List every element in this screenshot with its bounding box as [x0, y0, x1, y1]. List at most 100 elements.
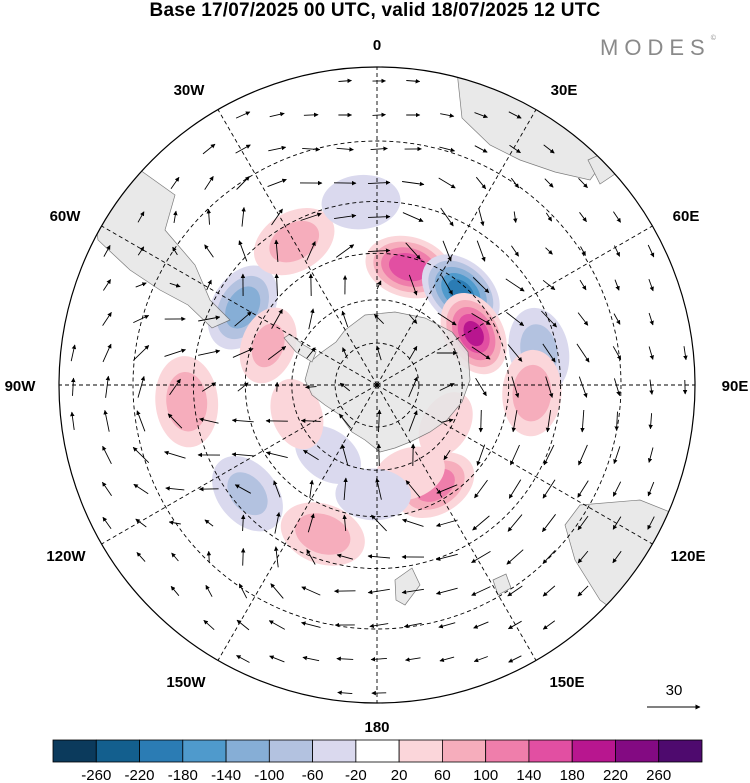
wind-arrow [612, 516, 622, 530]
wind-arrow [472, 515, 490, 531]
colorbar-swatch [528, 739, 573, 763]
wind-arrow [543, 444, 555, 466]
wind-arrow [105, 375, 111, 398]
wind-arrow [402, 212, 424, 222]
brand-logo: MODES© [600, 35, 716, 61]
wind-arrow [435, 553, 458, 561]
colorbar-swatch [571, 739, 616, 763]
wind-arrow [545, 410, 552, 433]
wind-arrow [648, 278, 654, 292]
wind-arrow [202, 143, 216, 155]
wind-arrow [234, 484, 252, 494]
map-border [58, 66, 696, 704]
wind-arrow [580, 409, 585, 433]
wind-arrow [508, 620, 522, 630]
wind-arrow [542, 343, 556, 363]
wind-arrow [376, 443, 382, 467]
anomaly-contour [295, 513, 351, 555]
anomaly-field [155, 174, 570, 566]
colorbar-tick-label: -260 [81, 767, 111, 783]
wind-arrow [271, 309, 283, 329]
wind-arrow [471, 346, 491, 360]
lon-label-30e: 30E [551, 82, 578, 99]
wind-arrow [474, 112, 488, 119]
wind-arrow [237, 382, 249, 392]
wind-arrow [578, 376, 588, 398]
wind-arrow [647, 447, 654, 463]
lon-label-150w: 150W [166, 674, 206, 691]
antarctica [304, 311, 471, 453]
wind-arrow [267, 346, 287, 360]
wind-arrow [478, 409, 484, 433]
anomaly-contour [269, 220, 320, 263]
wind-arrow [135, 282, 147, 288]
colorbar-tick-label: 140 [516, 767, 541, 783]
anomaly-center [502, 349, 562, 437]
lon-label-180: 180 [364, 719, 389, 736]
wind-arrow [405, 242, 421, 260]
wind-arrow [338, 78, 352, 84]
wind-arrow [170, 585, 180, 596]
wind-arrow [199, 417, 219, 424]
wind-arrow [305, 384, 317, 390]
wind-arrow [405, 657, 421, 662]
colorbar-swatch [312, 739, 357, 763]
wind-arrow [405, 480, 421, 498]
wind-arrow [512, 211, 518, 223]
wind-arrow [511, 376, 520, 398]
wind-arrow [342, 347, 348, 359]
wind-arrow [408, 410, 418, 432]
wind-arrow [168, 520, 181, 525]
wind-arrow [302, 147, 321, 152]
wind-arrow [443, 449, 451, 461]
wind-arrow [369, 623, 389, 629]
wind-arrow [265, 451, 288, 459]
wind-arrow [236, 619, 250, 631]
lon-label-120w: 120W [46, 548, 86, 565]
colorbar: -260 -220 -180 -140 -100 -60 -20 20 60 100 140 180 2… [52, 739, 703, 783]
wind-arrow [542, 620, 556, 630]
colorbar-swatch [182, 739, 227, 763]
latitude-circle [132, 140, 622, 630]
wind-arrow [435, 587, 458, 595]
south-america [89, 169, 231, 329]
wind-arrow [336, 147, 354, 152]
wind-arrow [206, 208, 212, 225]
anomaly-center [155, 356, 219, 448]
wind-arrow [164, 450, 186, 459]
wind-arrow [509, 144, 521, 154]
wind-arrow [613, 446, 621, 465]
wind-arrow [102, 516, 112, 530]
colorbar-tick-label: 20 [391, 767, 408, 783]
wind-arrow [578, 444, 588, 466]
wind-arrow [511, 410, 518, 433]
wind-arrow [507, 585, 523, 597]
wind-arrow [403, 622, 422, 629]
graticule [59, 67, 695, 703]
wind-arrow [306, 347, 316, 359]
anomaly-contour [335, 468, 411, 521]
wind-arrow [613, 211, 621, 223]
wind-arrow [238, 240, 248, 262]
wind-arrow [438, 622, 456, 629]
wind-arrow [510, 177, 520, 189]
wind-arrow [165, 486, 185, 491]
lon-label-30w: 30W [174, 82, 206, 99]
wind-arrow [471, 313, 491, 325]
wind-arrow [506, 311, 525, 327]
wind-arrow [102, 312, 112, 326]
wind-arrow [507, 344, 523, 362]
wind-arrow [580, 246, 586, 256]
wind-arrow [647, 481, 655, 497]
wind-arrow [268, 620, 286, 630]
wind-arrow [240, 514, 246, 532]
wind-arrow [308, 308, 315, 330]
wind-arrow [271, 208, 283, 226]
wind-arrow [436, 484, 458, 494]
wind-arrow [478, 208, 485, 227]
wind-arrow [440, 113, 455, 118]
wind-arrow [103, 245, 111, 257]
lon-label-150e: 150E [549, 674, 584, 691]
antarctic-peninsula [283, 333, 317, 363]
brand-name: MODES [600, 35, 711, 60]
